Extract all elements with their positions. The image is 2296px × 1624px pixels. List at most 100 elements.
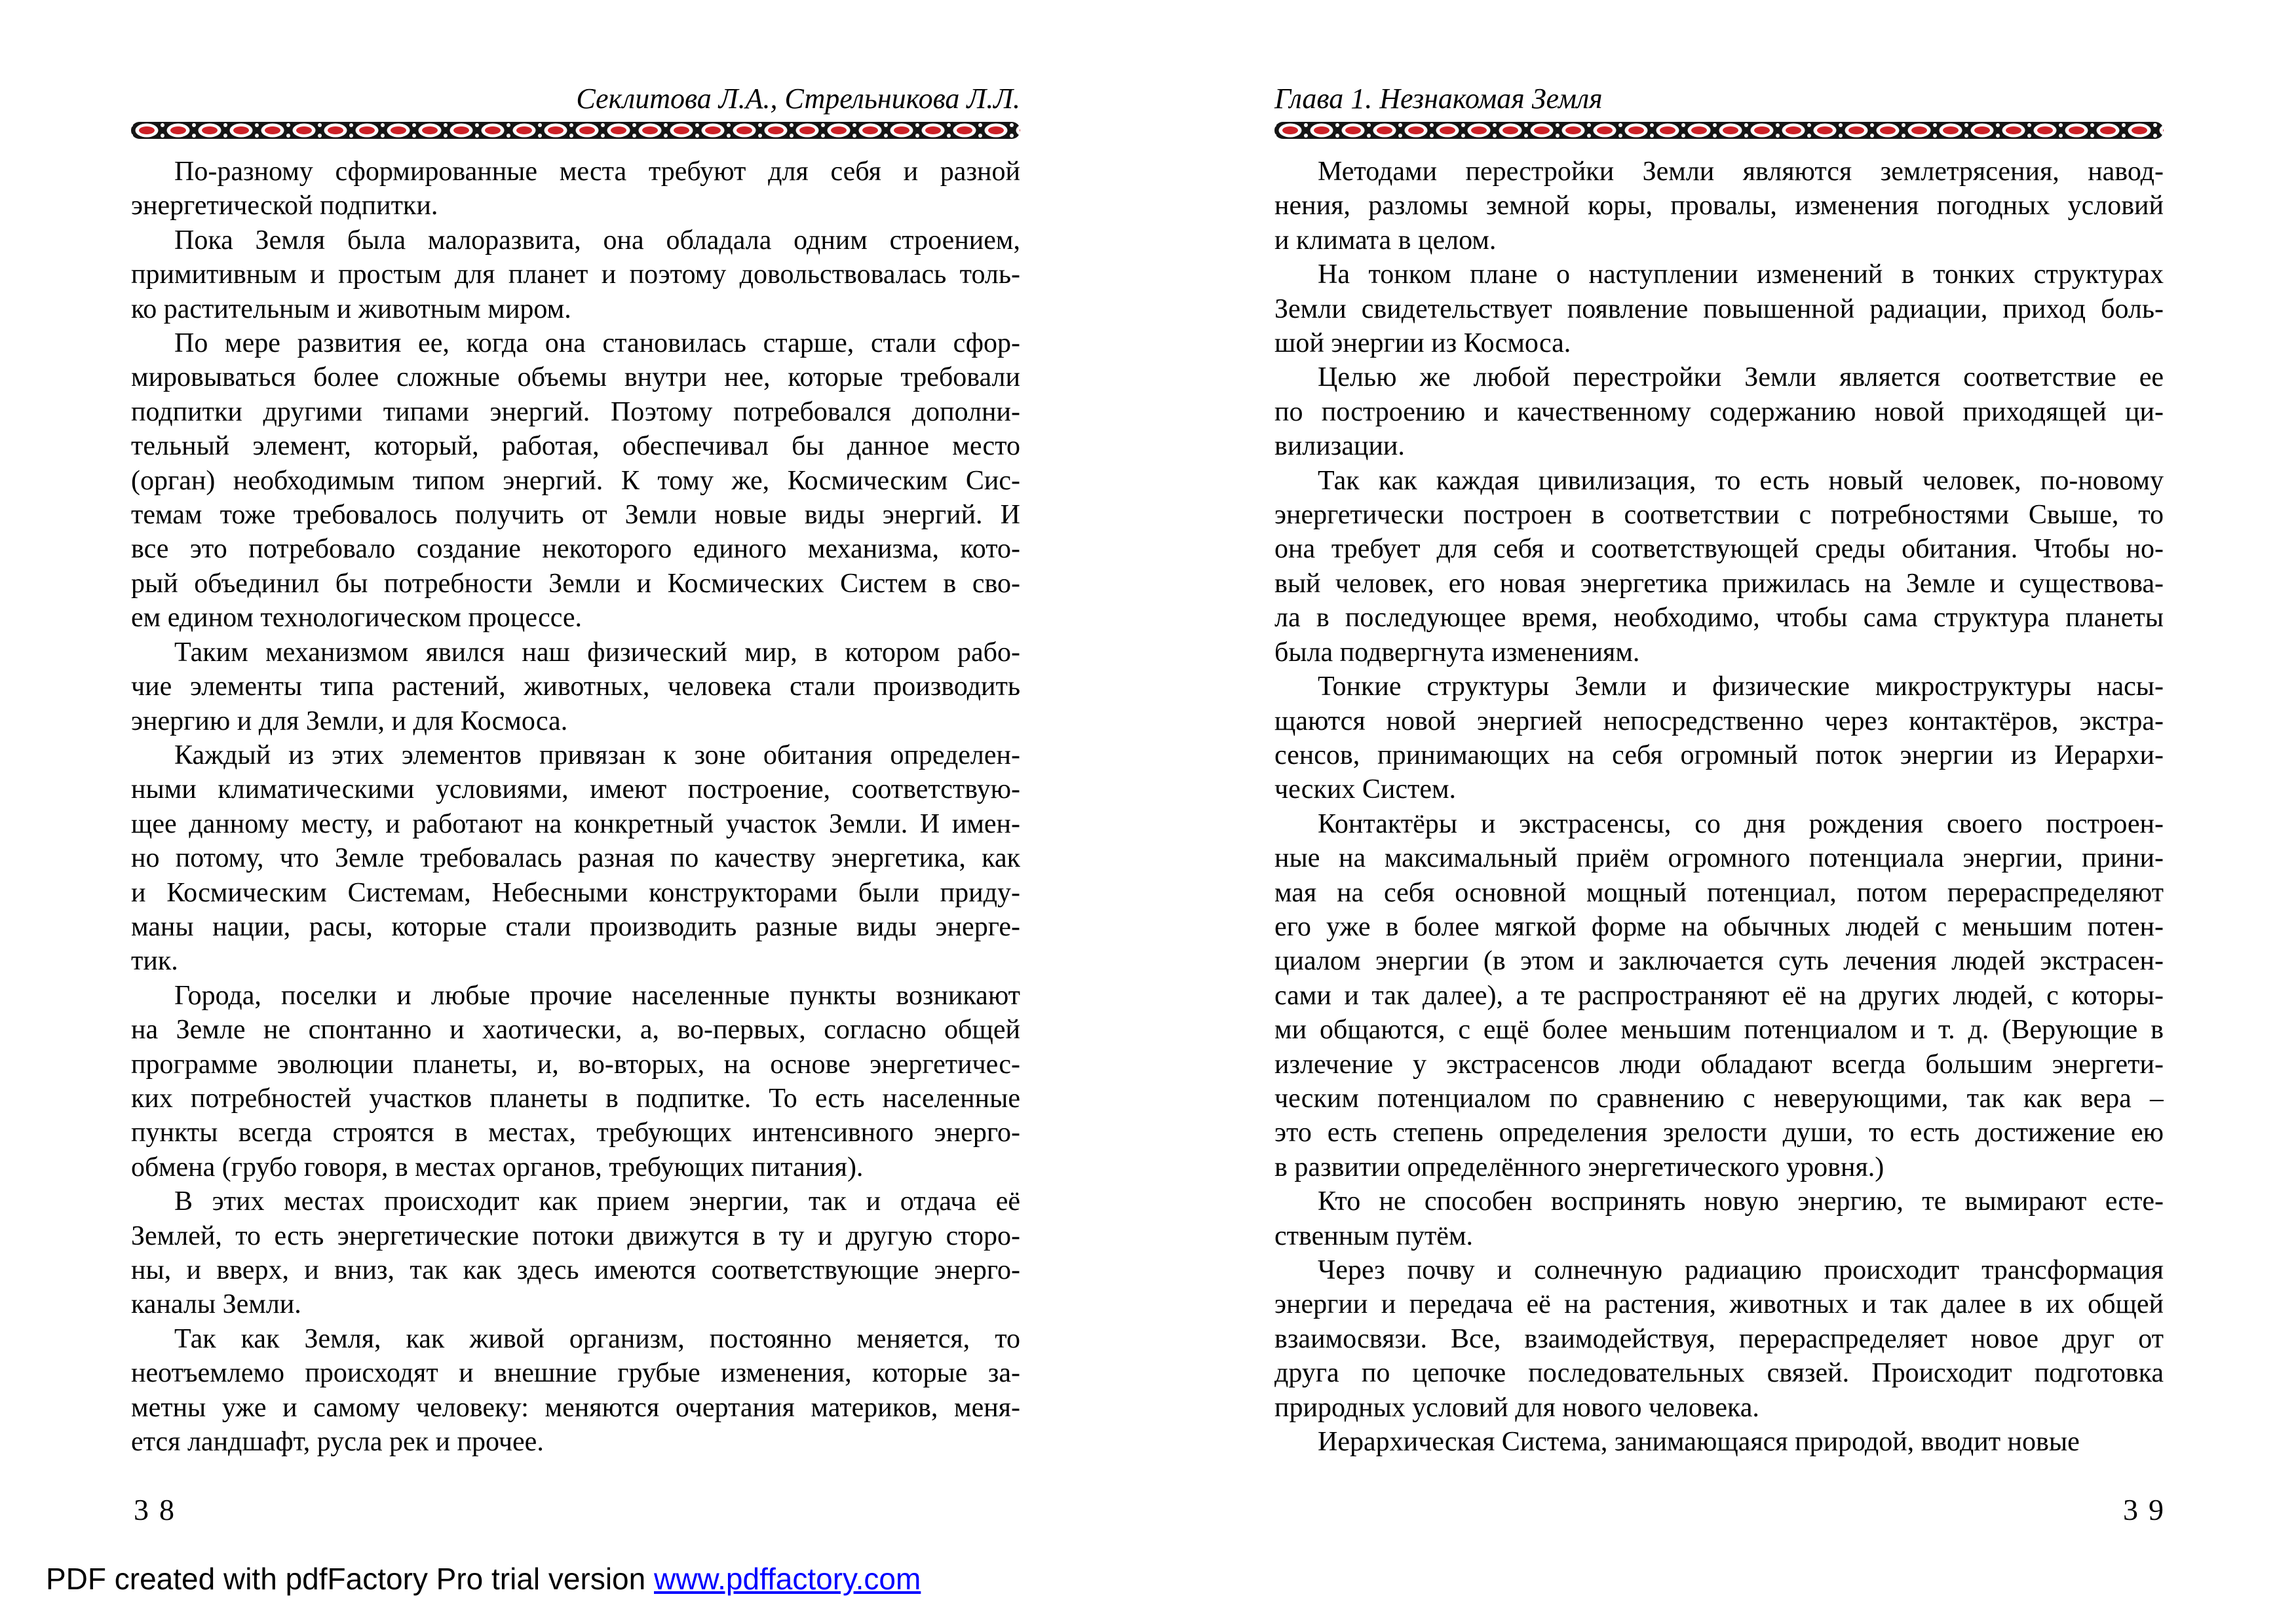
text-line: это есть степень определения зрелости ду… (1274, 1118, 2164, 1148)
text-line: рый объединил бы потребности Земли и Кос… (131, 568, 1020, 599)
text-line: пункты всегда строятся в местах, требующ… (131, 1118, 1020, 1148)
paragraph: На тонком плане о наступлении изменений … (1274, 257, 2164, 360)
text-line: примитивным и простым для планет и поэто… (131, 259, 1020, 290)
text-line: ственным путём. (1274, 1220, 1474, 1251)
text-line: ла в последующее время, необходимо, чтоб… (1274, 603, 2164, 633)
text-line: природных условий для нового человека. (1274, 1392, 1759, 1423)
left-ornament-divider (131, 122, 1020, 139)
text-line: мая на себя основной мощный потенциал, п… (1274, 877, 2164, 908)
text-line: щее данному месту, и работают на конкрет… (131, 808, 1020, 839)
pdf-footer-text: PDF created with pdfFactory Pro trial ve… (46, 1562, 654, 1596)
text-line: энергии и передача её на растения, живот… (1274, 1289, 2164, 1320)
paragraph: Каждый из этих элементов привязан к зоне… (131, 738, 1020, 979)
text-line: Пока Земля была малоразвита, она обладал… (174, 225, 1020, 255)
text-line: По мере развития ее, когда она становила… (174, 328, 1020, 359)
text-line: Кто не способен воспринять новую энергию… (1318, 1186, 2164, 1217)
pdf-footer: PDF created with pdfFactory Pro trial ve… (46, 1562, 921, 1596)
right-page-number: 39 (2123, 1493, 2174, 1526)
text-line: нения, разломы земной коры, провалы, изм… (1274, 191, 2164, 221)
paragraph: Через почву и солнечную радиацию происхо… (1274, 1253, 2164, 1425)
right-page-running-header: Глава 1. Незнакомая Земля (1274, 83, 1603, 115)
text-line: обмена (грубо говоря, в местах органов, … (131, 1152, 864, 1182)
text-line: ко растительным и животным миром. (131, 293, 571, 324)
text-line: щаются новой энергией непосредственно че… (1274, 706, 2164, 736)
text-line: ких потребностей участков планеты в подп… (131, 1083, 1020, 1114)
text-line: энергию и для Земли, и для Космоса. (131, 706, 568, 736)
text-line: по построению и качественному содержанию… (1274, 396, 2164, 427)
paragraph: Контактёры и экстрасенсы, со дня рождени… (1274, 807, 2164, 1184)
text-line: ем едином технологическом процессе. (131, 603, 583, 633)
text-line: ные на максимальный приём огромного поте… (1274, 843, 2164, 874)
text-line: она требует для себя и соответствующей с… (1274, 534, 2164, 565)
paragraph: Тонкие структуры Земли и физические микр… (1274, 670, 2164, 807)
text-line: ми общаются, с ещё более меньшим потенци… (1274, 1015, 2164, 1046)
paragraph: Целью же любой перестройки Земли являетс… (1274, 360, 2164, 463)
paragraph: Города, поселки и любые прочие населенны… (131, 979, 1020, 1184)
right-page: Глава 1. Незнакомая Земля Методами перес… (1274, 0, 2164, 1624)
text-line: энергетической подпитки. (131, 191, 438, 221)
text-line: излечение у экстрасенсов люди обладают в… (1274, 1049, 2164, 1080)
text-line: По-разному сформированные места требуют … (174, 157, 1020, 187)
pdffactory-link[interactable]: www.pdffactory.com (654, 1562, 921, 1596)
text-line: на Земле не спонтанно и хаотически, а, в… (131, 1015, 1020, 1046)
text-line: все это потребовало создание некоторого … (131, 534, 1020, 565)
text-line: Так как каждая цивилизация, то есть новы… (1318, 465, 2164, 496)
text-line: Целью же любой перестройки Земли являетс… (1318, 362, 2164, 393)
text-line: но потому, что Земле требовалась разная … (131, 843, 1020, 874)
text-line: Таким механизмом явился наш физический м… (174, 637, 1020, 668)
text-line: тик. (131, 946, 178, 977)
text-line: Тонкие структуры Земли и физические микр… (1318, 671, 2164, 702)
text-line: Землей, то есть энергетические потоки дв… (131, 1220, 1020, 1251)
text-line: метны уже и самому человеку: меняются оч… (131, 1392, 1020, 1423)
text-line: сенсов, принимающих на себя огромный пот… (1274, 740, 2164, 770)
text-line: Иерархическая Система, занимающаяся прир… (1318, 1427, 2080, 1458)
paragraph: Так как Земля, как живой организм, посто… (131, 1322, 1020, 1460)
text-line: ными климатическими условиями, имеют пос… (131, 774, 1020, 805)
right-ornament-divider (1274, 122, 2164, 139)
text-line: шой энергии из Космоса. (1274, 328, 1571, 359)
text-line: Контактёры и экстрасенсы, со дня рождени… (1318, 808, 2164, 839)
text-line: (орган) необходимым типом энергий. К том… (131, 465, 1020, 496)
text-line: друга по цепочке последовательных связей… (1274, 1358, 2164, 1389)
right-page-text: Методами перестройки Земли являются земл… (1274, 155, 2164, 1459)
text-line: Через почву и солнечную радиацию происхо… (1318, 1255, 2164, 1285)
text-line: каналы Земли. (131, 1289, 301, 1320)
paragraph: По-разному сформированные места требуют … (131, 155, 1020, 223)
left-page-number: 38 (134, 1493, 185, 1526)
text-line: взаимосвязи. Все, взаимодействуя, перера… (1274, 1323, 2164, 1354)
left-page: Секлитова Л.А., Стрельникова Л.Л. По-раз… (131, 0, 1020, 1624)
paragraph: В этих местах происходит как прием энерг… (131, 1184, 1020, 1322)
paragraph: По мере развития ее, когда она становила… (131, 326, 1020, 635)
text-line: подпитки другими типами энергий. Поэтому… (131, 396, 1020, 427)
paragraph: Иерархическая Система, занимающаяся прир… (1274, 1425, 2164, 1459)
text-line: в развитии определённого энергетического… (1274, 1152, 1885, 1182)
text-line: была подвергнута изменениям. (1274, 637, 1640, 668)
text-line: На тонком плане о наступлении изменений … (1318, 259, 2164, 290)
text-line: ны, и вверх, и вниз, так как здесь имеют… (131, 1255, 1020, 1285)
text-line: ется ландшафт, русла рек и прочее. (131, 1427, 544, 1458)
text-line: вилизации. (1274, 431, 1405, 462)
left-page-text: По-разному сформированные места требуют … (131, 155, 1020, 1459)
paragraph: Кто не способен воспринять новую энергию… (1274, 1184, 2164, 1253)
text-line: В этих местах происходит как прием энерг… (174, 1186, 1020, 1217)
paragraph: Так как каждая цивилизация, то есть новы… (1274, 464, 2164, 670)
text-line: вый человек, его новая энергетика прижил… (1274, 568, 2164, 599)
paragraph: Таким механизмом явился наш физический м… (131, 635, 1020, 738)
text-line: и климата в целом. (1274, 225, 1497, 255)
text-line: ческих Систем. (1274, 774, 1457, 805)
paragraph: Методами перестройки Земли являются земл… (1274, 155, 2164, 257)
text-line: тельный элемент, который, работая, обесп… (131, 431, 1020, 462)
text-line: маны нации, расы, которые стали производ… (131, 911, 1020, 942)
text-line: ческим потенциалом по сравнению с неверу… (1274, 1083, 2164, 1114)
text-line: его уже в более мягкой форме на обычных … (1274, 911, 2164, 942)
text-line: Методами перестройки Земли являются земл… (1318, 157, 2164, 187)
left-page-running-header: Секлитова Л.А., Стрельникова Л.Л. (576, 83, 1020, 115)
text-line: Так как Земля, как живой организм, посто… (174, 1323, 1020, 1354)
text-line: мировываться более сложные объемы внутри… (131, 362, 1020, 393)
text-line: Земли свидетельствует появление повышенн… (1274, 293, 2164, 324)
text-line: Каждый из этих элементов привязан к зоне… (174, 740, 1020, 770)
text-line: Города, поселки и любые прочие населенны… (174, 980, 1020, 1011)
text-line: циалом энергии (в этом и заключается сут… (1274, 946, 2164, 977)
text-line: чие элементы типа растений, животных, че… (131, 671, 1020, 702)
text-line: программе эволюции планеты, и, во-вторых… (131, 1049, 1020, 1080)
